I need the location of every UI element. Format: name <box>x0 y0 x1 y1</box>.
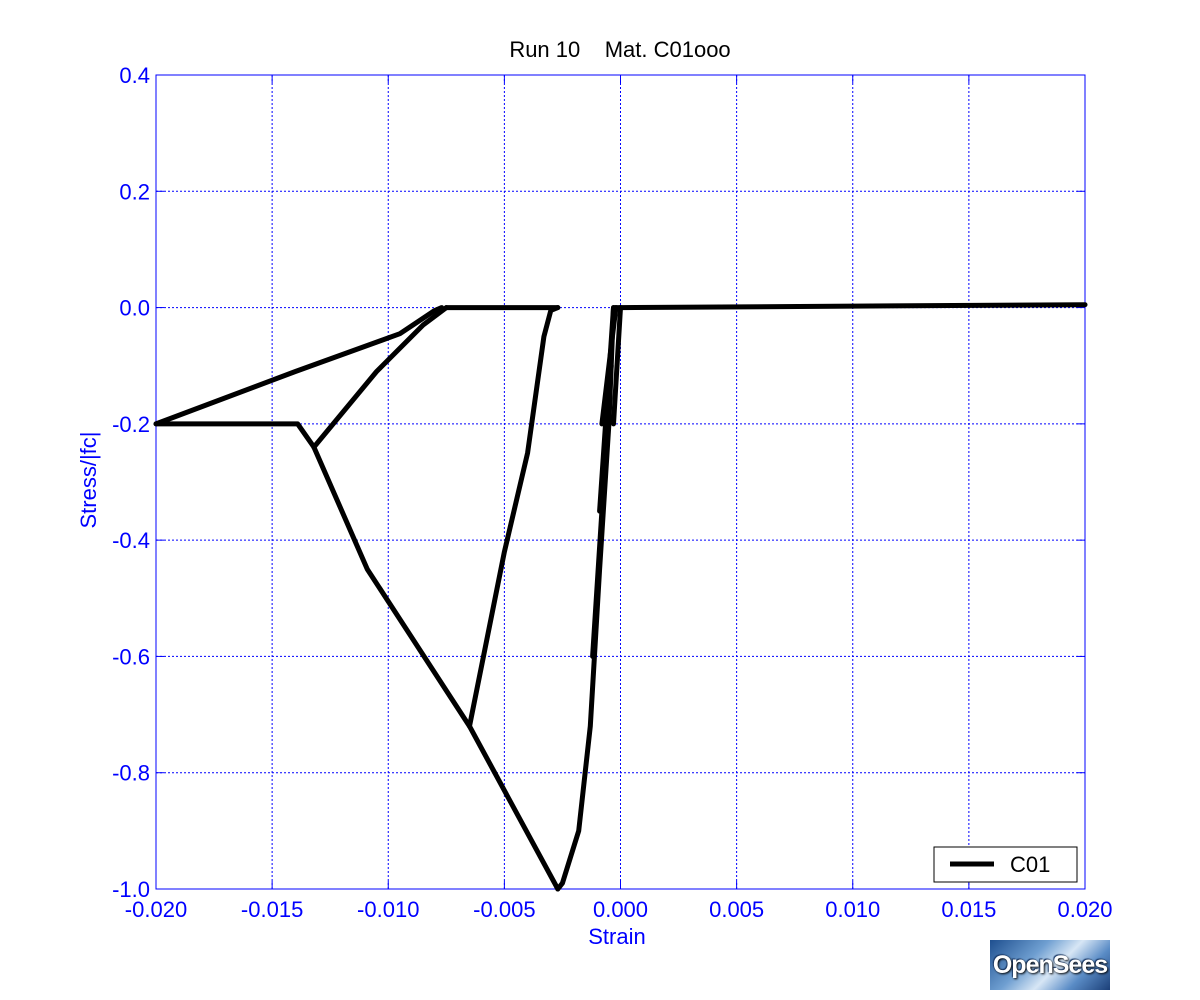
series-line-c01 <box>153 421 317 450</box>
legend-label-c01: C01 <box>1010 852 1050 877</box>
y-tick-labels: 0.4 0.2 0.0 -0.2 -0.4 -0.6 -0.8 -1.0 <box>112 63 150 902</box>
x-tick-label: -0.010 <box>357 897 419 922</box>
y-tick-label: -0.2 <box>112 412 150 437</box>
chart-title: Run 10 Mat. C01ooo <box>509 37 730 62</box>
series-c01 <box>153 302 1088 892</box>
axis-ticks <box>155 74 1086 890</box>
y-tick-label: 0.4 <box>119 63 150 88</box>
logo-text: OpenSees <box>992 950 1108 979</box>
y-tick-label: -1.0 <box>112 877 150 902</box>
x-tick-label: 0.015 <box>941 897 996 922</box>
x-tick-label: 0.020 <box>1057 897 1112 922</box>
y-tick-label: -0.8 <box>112 761 150 786</box>
series-line-c01 <box>611 305 623 427</box>
x-tick-labels: -0.020 -0.015 -0.010 -0.005 0.000 0.005 0.010 0… <box>125 897 1113 922</box>
series-line-c01 <box>153 305 445 427</box>
x-tick-label: -0.005 <box>473 897 535 922</box>
series-line-c01 <box>590 363 614 659</box>
series-line-c01 <box>311 305 449 450</box>
x-tick-label: 0.010 <box>825 897 880 922</box>
y-tick-label: -0.4 <box>112 528 150 553</box>
x-tick-label: -0.015 <box>241 897 303 922</box>
y-tick-label: 0.0 <box>119 296 150 321</box>
opensees-logo: OpenSees <box>990 940 1110 990</box>
x-tick-label: 0.005 <box>709 897 764 922</box>
series-line-c01 <box>311 444 561 892</box>
x-tick-label: 0.000 <box>593 897 648 922</box>
x-axis-label: Strain <box>588 924 645 949</box>
plot-background <box>156 75 1085 889</box>
series-line-c01 <box>618 302 1088 311</box>
y-tick-label: 0.2 <box>119 179 150 204</box>
legend: C01 <box>933 846 1078 883</box>
y-axis-label: Stress/|fc| <box>76 431 101 528</box>
x-tick-label: -0.020 <box>125 897 187 922</box>
y-tick-label: -0.6 <box>112 644 150 669</box>
